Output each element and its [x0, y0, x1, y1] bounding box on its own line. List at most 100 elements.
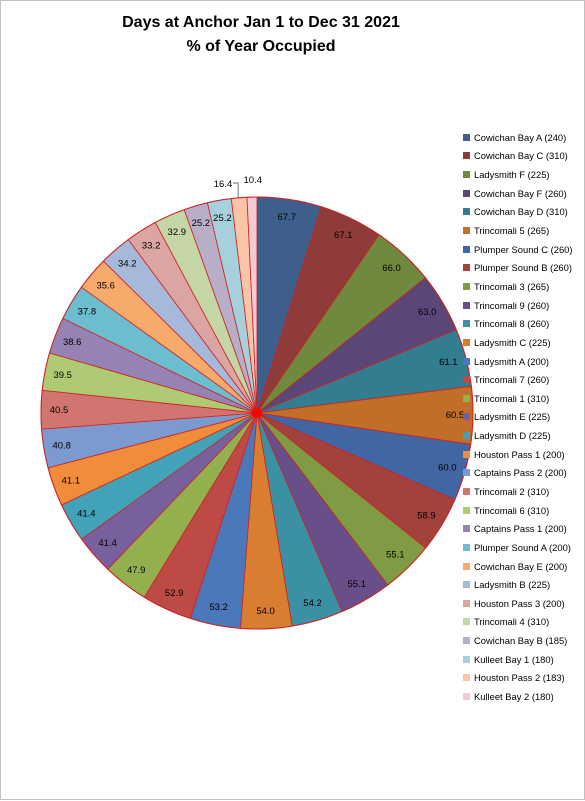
legend-item: Trincomali 7 (260) — [463, 370, 585, 389]
legend-label: Ladysmith C (225) — [474, 336, 551, 348]
legend-item: Trincomali 6 (310) — [463, 501, 585, 520]
legend-swatch — [463, 562, 470, 570]
data-label: 66.0 — [382, 263, 401, 274]
legend-label: Captains Pass 2 (200) — [474, 467, 567, 479]
legend-label: Ladysmith F (225) — [474, 169, 550, 181]
legend-item: Captains Pass 1 (200) — [463, 519, 585, 538]
data-label: 33.2 — [142, 241, 161, 252]
legend-label: Trincomali 5 (265) — [474, 225, 550, 237]
legend-label: Cowichan Bay E (200) — [474, 560, 568, 572]
pie-outline — [40, 196, 474, 630]
legend-item: Cowichan Bay B (185) — [463, 631, 585, 650]
legend-item: Trincomali 2 (310) — [463, 482, 585, 501]
legend-item: Cowichan Bay C (310) — [463, 147, 585, 166]
legend-swatch — [463, 264, 470, 272]
data-label: 41.1 — [62, 476, 81, 487]
legend-label: Houston Pass 2 (183) — [474, 672, 565, 684]
legend-label: Kulleet Bay 2 (180) — [474, 691, 554, 703]
data-label: 41.4 — [98, 538, 117, 549]
legend-item: Captains Pass 2 (200) — [463, 464, 585, 483]
legend-item: Trincomali 4 (310) — [463, 613, 585, 632]
legend-swatch — [463, 301, 470, 309]
data-label: 35.6 — [96, 280, 115, 291]
data-label: 10.4 — [244, 175, 263, 186]
legend-label: Trincomali 9 (260) — [474, 299, 550, 311]
legend-label: Trincomali 4 (310) — [474, 616, 550, 628]
data-labels: 67.7 67.1 66.0 63.0 61.1 60.5 60.0 58.9 55.1 55.1… — [50, 175, 464, 617]
chart-title-line-2: % of Year Occupied — [186, 38, 336, 55]
data-label: 32.9 — [168, 227, 187, 238]
legend-item: Cowichan Bay A (240) — [463, 128, 585, 147]
legend-item: Ladysmith E (225) — [463, 408, 585, 427]
data-label: 38.6 — [63, 337, 82, 348]
pie-slices — [40, 196, 474, 630]
legend-item: Plumper Sound C (260) — [463, 240, 585, 259]
legend-swatch — [463, 189, 470, 197]
legend-label: Trincomali 6 (310) — [474, 504, 550, 516]
legend-label: Cowichan Bay F (260) — [474, 187, 567, 199]
legend-swatch — [463, 413, 470, 421]
legend-item: Cowichan Bay D (310) — [463, 203, 585, 222]
legend-item: Cowichan Bay F (260) — [463, 184, 585, 203]
legend-swatch — [463, 227, 470, 235]
legend-item: Kulleet Bay 1 (180) — [463, 650, 585, 669]
legend-item: Plumper Sound A (200) — [463, 538, 585, 557]
legend-label: Trincomali 1 (310) — [474, 392, 550, 404]
legend-label: Cowichan Bay A (240) — [474, 131, 567, 143]
legend-item: Houston Pass 1 (200) — [463, 445, 585, 464]
data-label: 53.2 — [209, 602, 228, 613]
legend-label: Trincomali 2 (310) — [474, 485, 550, 497]
legend-label: Ladysmith B (225) — [474, 579, 551, 591]
legend-item: Ladysmith C (225) — [463, 333, 585, 352]
chart-title: Days at Anchor Jan 1 to Dec 31 2021 % of… — [1, 11, 521, 59]
data-label: 39.5 — [53, 370, 72, 381]
legend-swatch — [463, 655, 470, 663]
legend-swatch — [463, 357, 470, 365]
legend-label: Cowichan Bay D (310) — [474, 206, 568, 218]
legend-swatch — [463, 208, 470, 216]
data-label: 60.0 — [438, 463, 457, 474]
legend-item: Ladysmith A (200) — [463, 352, 585, 371]
legend-item: Houston Pass 3 (200) — [463, 594, 585, 613]
legend-swatch — [463, 599, 470, 607]
legend-swatch — [463, 152, 470, 160]
data-label: 40.5 — [50, 405, 69, 416]
data-label: 47.9 — [127, 565, 146, 576]
legend-item: Plumper Sound B (260) — [463, 258, 585, 277]
data-label: 55.1 — [386, 550, 405, 561]
legend-item: Ladysmith B (225) — [463, 575, 585, 594]
legend-swatch — [463, 581, 470, 589]
data-label: 41.4 — [77, 508, 96, 519]
legend-label: Houston Pass 3 (200) — [474, 597, 565, 609]
legend-swatch — [463, 338, 470, 346]
legend-label: Trincomali 3 (265) — [474, 280, 550, 292]
legend-item: Houston Pass 2 (183) — [463, 669, 585, 688]
data-label: 25.2 — [213, 213, 232, 224]
legend-item: Trincomali 9 (260) — [463, 296, 585, 315]
legend-label: Ladysmith A (200) — [474, 355, 550, 367]
legend-swatch — [463, 320, 470, 328]
legend-swatch — [463, 506, 470, 514]
legend-item: Trincomali 5 (265) — [463, 221, 585, 240]
data-label: 25.2 — [192, 218, 211, 229]
data-label: 34.2 — [118, 258, 137, 269]
data-label: 52.9 — [165, 588, 184, 599]
legend-swatch — [463, 637, 470, 645]
legend-swatch — [463, 376, 470, 384]
legend-item: Ladysmith D (225) — [463, 426, 585, 445]
legend-label: Kulleet Bay 1 (180) — [474, 653, 554, 665]
legend-label: Cowichan Bay B (185) — [474, 635, 568, 647]
legend-swatch — [463, 432, 470, 440]
data-label: 60.5 — [446, 410, 465, 421]
legend-label: Captains Pass 1 (200) — [474, 523, 567, 535]
data-label: 40.8 — [52, 441, 71, 452]
legend-item: Cowichan Bay E (200) — [463, 557, 585, 576]
data-label: 16.4 — [214, 179, 233, 190]
legend-swatch — [463, 525, 470, 533]
legend: Cowichan Bay A (240) Cowichan Bay C (310)… — [463, 128, 585, 706]
legend-label: Cowichan Bay C (310) — [474, 150, 568, 162]
legend-label: Trincomali 7 (260) — [474, 374, 550, 386]
legend-label: Ladysmith E (225) — [474, 411, 551, 423]
legend-label: Plumper Sound C (260) — [474, 243, 573, 255]
